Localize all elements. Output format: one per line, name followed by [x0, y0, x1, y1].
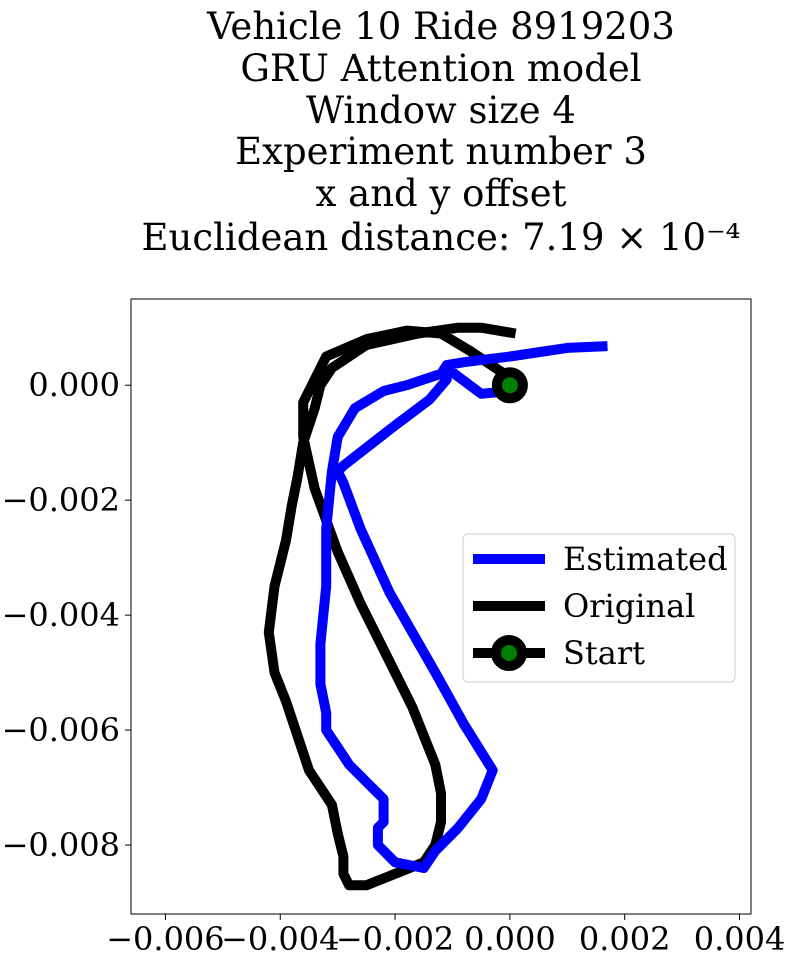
- title-line-5: x and y offset: [315, 172, 567, 215]
- series-start-marker: [491, 367, 528, 404]
- series-group: [263, 322, 608, 891]
- title-line-4: Experiment number 3: [235, 130, 647, 173]
- legend-start-marker: [491, 635, 527, 671]
- y-tick-label: 0.000: [28, 366, 120, 404]
- title-line-1: Vehicle 10 Ride 8919203: [207, 5, 675, 48]
- y-tick-label: −0.006: [2, 711, 120, 749]
- plot-area: [263, 322, 608, 891]
- y-tick-label: −0.004: [2, 596, 120, 634]
- x-tick-label: 0.004: [694, 920, 786, 958]
- y-tick-label: −0.002: [2, 481, 120, 519]
- y-tick-label: −0.008: [2, 826, 120, 864]
- axes: −0.006−0.004−0.002 0.000 0.002 0.0040.000−0…: [2, 298, 786, 958]
- series-estimated-line: [315, 341, 608, 873]
- x-tick-label: −0.004: [221, 920, 339, 958]
- title-line-6: Euclidean distance: 7.19 × 10⁻⁴: [141, 216, 741, 259]
- title-line-2: GRU Attention model: [240, 47, 642, 90]
- plot-frame: [130, 298, 752, 915]
- legend-original-label: Original: [563, 587, 695, 625]
- x-tick-label: −0.002: [336, 920, 454, 958]
- x-tick-label: 0.002: [579, 920, 671, 958]
- title-line-3: Window size 4: [306, 89, 576, 132]
- x-tick-label: 0.000: [464, 920, 556, 958]
- legend-estimated-label: Estimated: [563, 540, 728, 578]
- legend: Estimated Original Start: [462, 533, 736, 683]
- x-tick-label: −0.006: [106, 920, 224, 958]
- series-original-line: [263, 322, 520, 891]
- legend-box: [462, 533, 736, 683]
- legend-start-label: Start: [563, 634, 645, 672]
